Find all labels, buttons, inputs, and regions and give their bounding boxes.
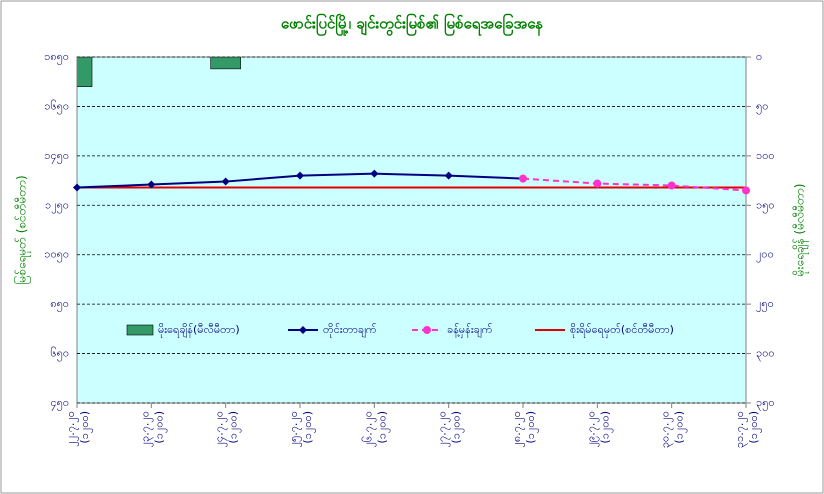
x-tick-label: ၂၄.၇.၂၀ <box>213 411 228 447</box>
y-tick-label: ၁၀၅၀ <box>44 248 69 263</box>
y2-tick-label: ၁၀၀ <box>756 149 775 162</box>
rain-bar <box>210 57 241 70</box>
y-tick-label: ၆၅၀ <box>50 347 69 362</box>
point-marker <box>370 169 379 178</box>
y2-tick-label: ၁၅၀ <box>756 198 775 213</box>
point-marker <box>593 179 602 188</box>
point-marker <box>296 171 304 180</box>
y-tick-label: ၁၈၅၀ <box>44 50 69 65</box>
point-marker <box>519 174 527 183</box>
x-tick-label: ၃၁.၇.၂၀ <box>733 411 748 448</box>
legend-marker <box>423 326 431 334</box>
x-tick-label: ၂၅.၇.၂၀ <box>287 411 302 447</box>
legend-swatch <box>126 324 154 336</box>
x-tick-sublabel: (၁၂၀၀) <box>598 411 613 444</box>
y2-axis-label: မိုးရေချိန် (မီလီမီတာ) <box>792 184 810 277</box>
x-tick-sublabel: (၁၂၀၀) <box>78 411 93 444</box>
y2-tick-label: ၀ <box>756 50 762 63</box>
x-tick-sublabel: (၁၂၀၀) <box>301 411 316 444</box>
legend-label: မိုးရေချိန်(မီလီမီတာ) <box>158 323 240 338</box>
x-tick-sublabel: (၁၂၀၀) <box>450 411 465 444</box>
series-line <box>522 177 746 192</box>
legend-label: ခန့်မှန်းချက် <box>447 323 493 338</box>
legend-label: စိုးရိမ်ရေမှတ်(စင်တီမီတာ) <box>570 323 674 338</box>
y-tick-label: ၁၄၅၀ <box>44 149 69 164</box>
y2-tick-label: ၅၀ <box>756 99 768 114</box>
point-marker <box>147 180 156 189</box>
point-marker <box>667 181 676 190</box>
x-tick-sublabel: (၁၂၀၀) <box>375 411 390 444</box>
y2-tick-label: ၃၅၀ <box>756 396 775 411</box>
legend-marker <box>299 326 307 334</box>
y-tick-label: ၈၅၀ <box>50 297 69 312</box>
y-tick-label: ၁၂၅၀ <box>45 198 69 213</box>
y-tick-label: ၄၅၀ <box>50 396 69 411</box>
point-marker <box>444 171 453 180</box>
x-tick-label: ၂၉.၇.၂၀ <box>584 411 599 447</box>
x-tick-label: ၂၈.၇.၂၀ <box>510 411 525 447</box>
y-tick-label: ၁၆၅၀ <box>44 99 69 114</box>
x-tick-sublabel: (၁၂၀၀) <box>227 411 242 444</box>
x-tick-label: ၂၆.၇.၂၀ <box>361 411 376 447</box>
x-tick-sublabel: (၁၂၀၀) <box>747 411 762 444</box>
x-tick-label: ၃၀.၇.၂၀ <box>659 411 674 448</box>
point-marker <box>221 177 230 186</box>
x-tick-label: ၂၂.၇.၂၀ <box>64 411 79 447</box>
x-tick-label: ၂၃.၇.၂၀ <box>138 411 153 447</box>
y2-tick-label: ၃၀၀ <box>756 347 775 362</box>
legend-label: တိုင်းတာချက် <box>323 323 377 338</box>
plot-area <box>76 56 747 404</box>
point-marker <box>73 183 81 192</box>
x-tick-sublabel: (၁၂၀၀) <box>152 411 167 444</box>
x-tick-sublabel: (၁၂၀၀) <box>524 411 539 444</box>
point-marker <box>742 186 750 195</box>
y-axis-label: မြစ်ရေမှတ် (စင်တီမီတာ) <box>13 175 32 284</box>
y2-tick-label: ၂၀၀ <box>756 248 774 263</box>
rain-bar <box>77 57 93 87</box>
y2-tick-label: ၂၅၀ <box>756 297 774 312</box>
x-tick-label: ၂၇.၇.၂၀ <box>436 411 451 447</box>
x-tick-sublabel: (၁၂၀၀) <box>673 411 688 444</box>
